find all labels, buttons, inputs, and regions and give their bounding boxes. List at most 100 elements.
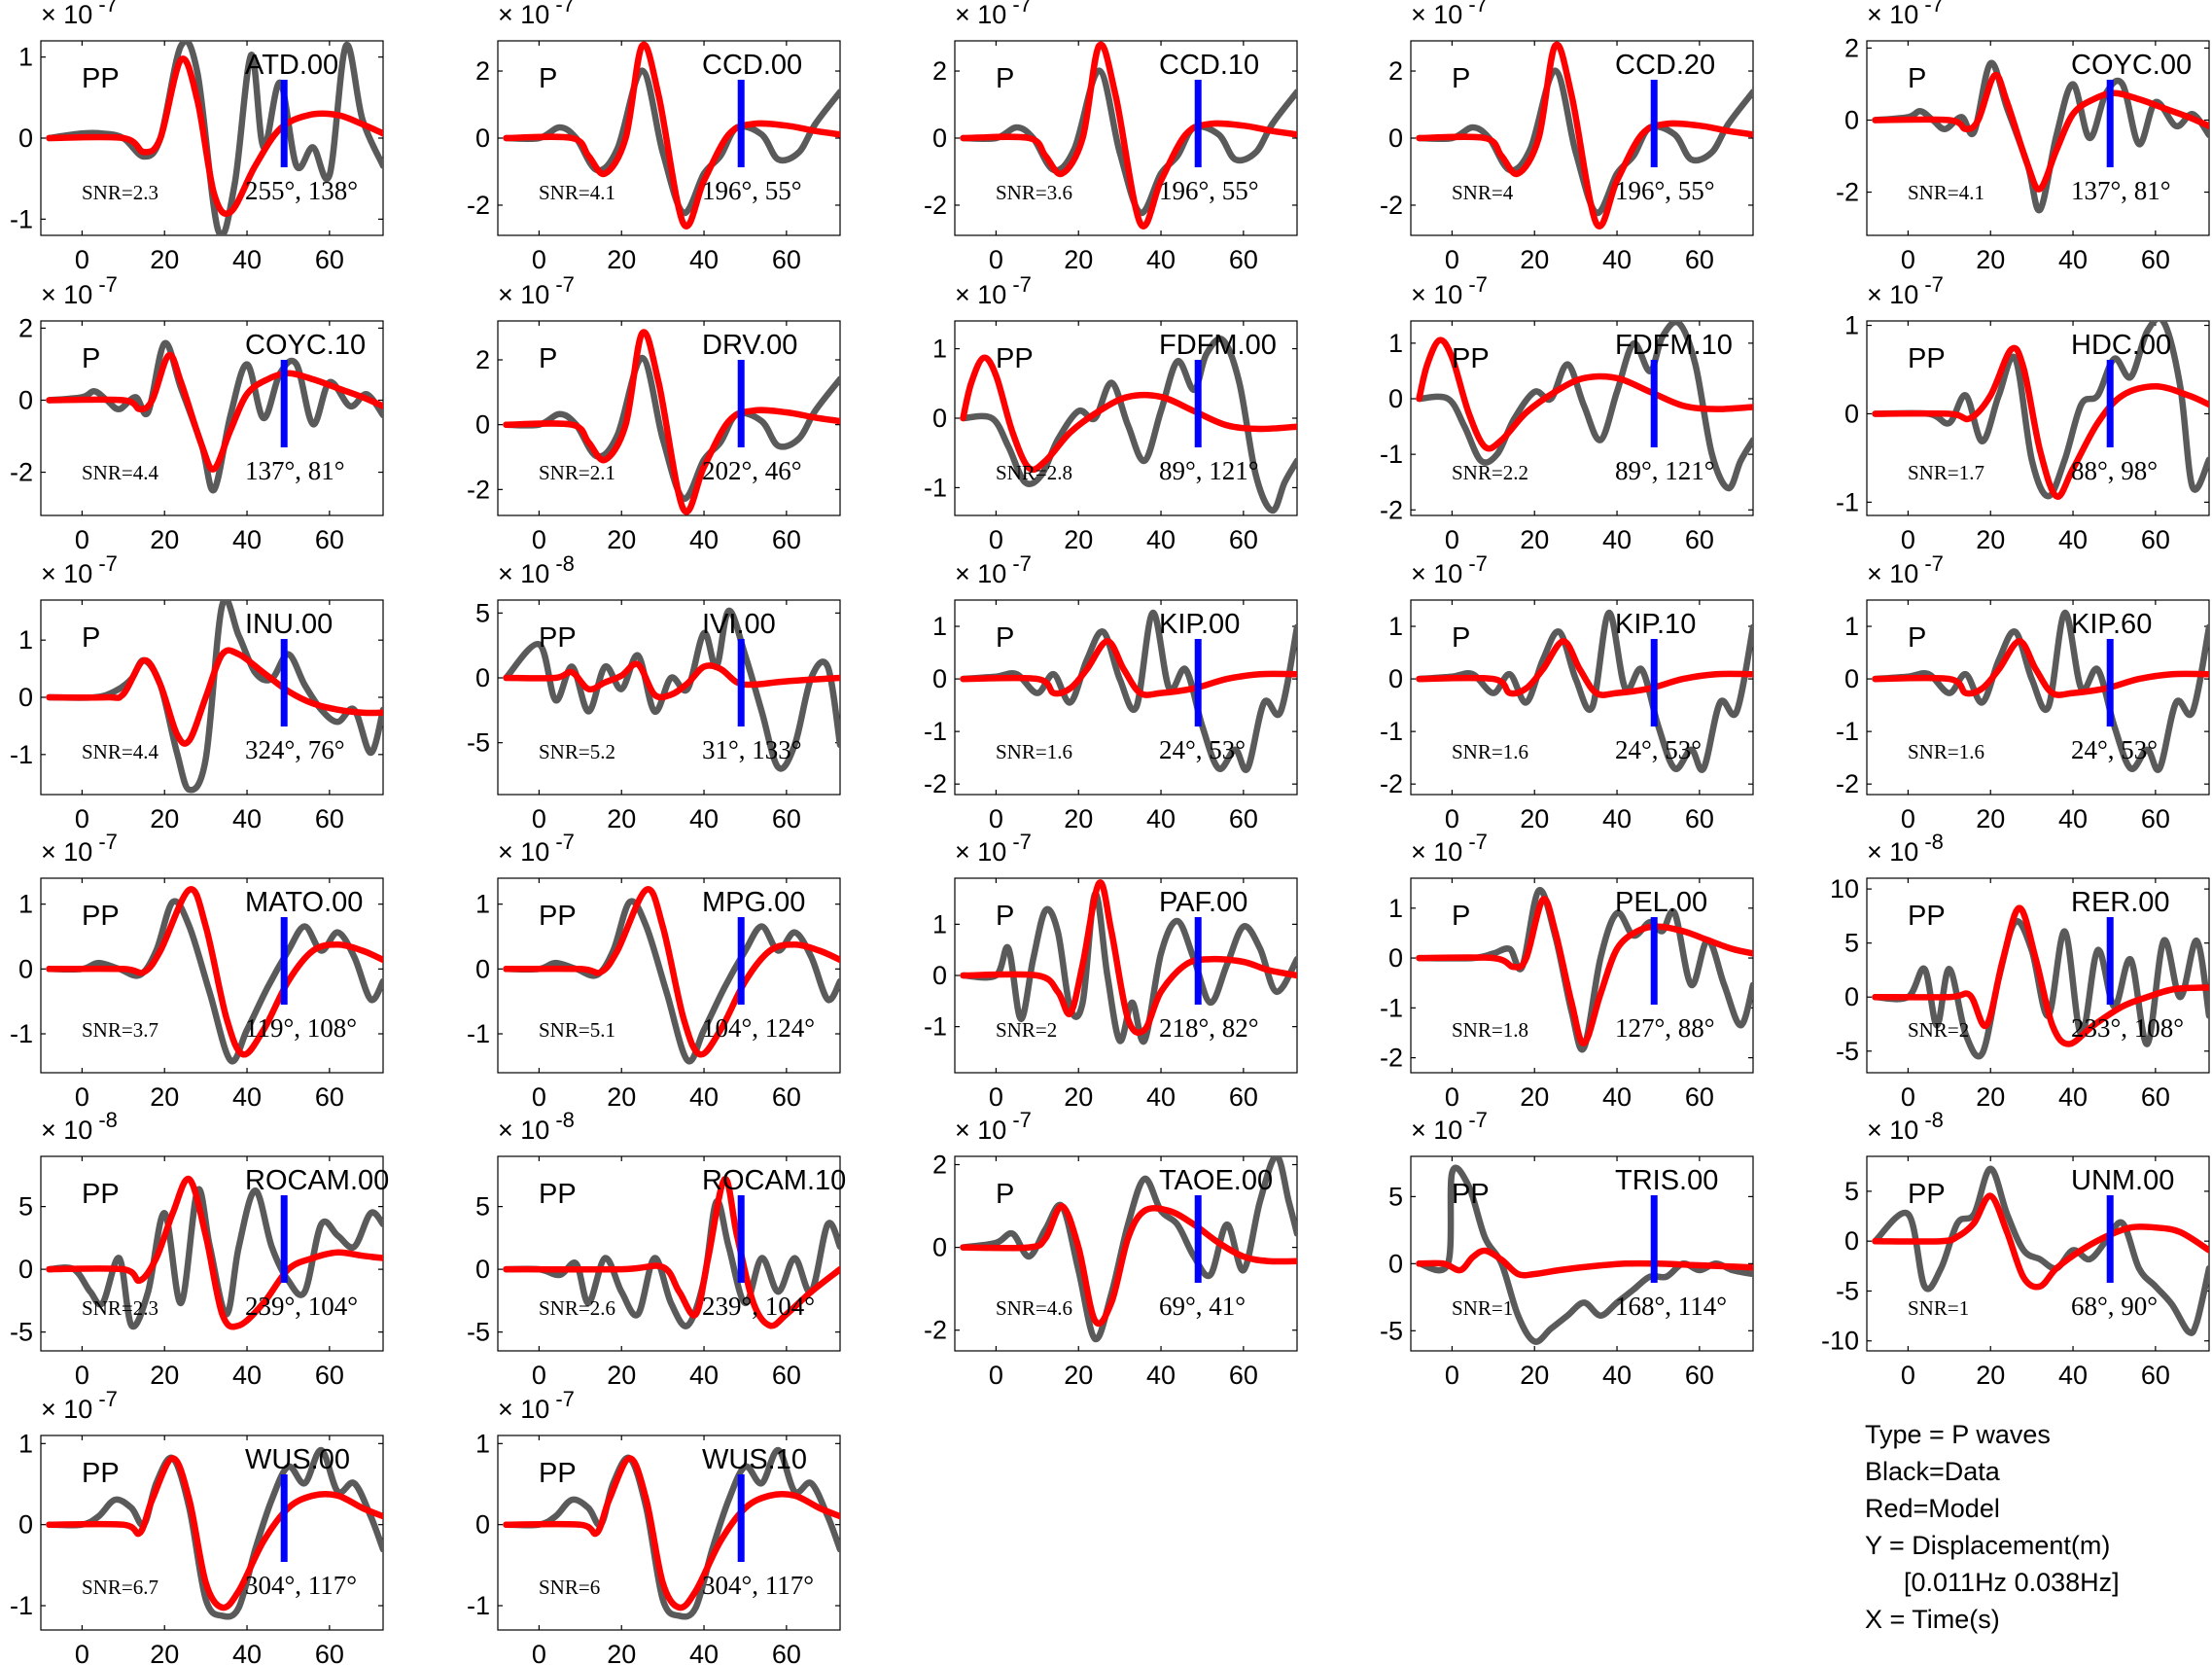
model-trace [960,638,1297,698]
model-trace [46,886,383,1058]
station-label: PAF.00 [1159,887,1247,918]
model-trace [1872,1192,2209,1291]
x-tick-label: 60 [772,804,801,833]
y-tick-label: 0 [932,404,947,433]
snr-label: SNR=1.8 [1452,1018,1528,1042]
y-tick-label: 5 [18,1192,33,1222]
station-label: ATD.00 [245,50,338,81]
legend-band: [0.011Hz 0.038Hz] [1904,1568,2120,1597]
y-tick-label: 5 [1844,1177,1859,1206]
y-tick-label: 5 [475,1192,490,1222]
y-tick-label: 0 [18,954,33,983]
x-tick-label: 40 [1146,1361,1176,1390]
y-tick-label: -1 [924,1012,947,1042]
x-tick-label: 0 [1445,1361,1459,1390]
x-tick-label: 60 [2141,1082,2170,1112]
y-tick-label: -1 [467,1019,490,1048]
y-tick-label: 1 [18,1429,33,1458]
phase-label: PP [1452,343,1490,374]
y-exponent: × 10 -7 [41,272,118,309]
azimuth-label: 24°, 53° [1159,735,1246,764]
y-tick-label: 0 [475,410,490,440]
x-tick-label: 40 [1146,525,1176,554]
y-tick-label: 2 [1844,33,1859,62]
y-tick-label: -2 [924,1316,947,1345]
data-trace [503,1198,840,1329]
phase-label: P [539,63,557,94]
snr-label: SNR=2 [1908,1018,1969,1042]
y-tick-label: 2 [475,345,490,374]
azimuth-label: 304°, 117° [702,1571,814,1600]
y-tick-label: -5 [1836,1276,1859,1305]
y-tick-label: -1 [10,1591,33,1620]
snr-label: SNR=5.2 [539,740,615,763]
azimuth-label: 239°, 104° [245,1292,358,1321]
y-exponent: × 10 -7 [1867,0,1944,29]
panel-FDFM.00: 0 20 40 60 1 0 -1 × 10 -7 PP FDFM.00 SNR=2.8 89°, 12… [924,272,1298,554]
x-tick-label: 0 [1901,525,1915,554]
x-tick-label: 0 [1901,1361,1915,1390]
station-label: CCD.00 [702,50,802,81]
y-tick-label: 1 [18,43,33,72]
y-exponent: × 10 -7 [1411,0,1488,29]
y-exponent: × 10 -7 [41,1387,118,1424]
phase-label: PP [996,343,1034,374]
x-tick-label: 0 [989,804,1003,833]
x-tick-label: 20 [1064,1082,1093,1112]
snr-label: SNR=4.1 [539,181,615,204]
x-tick-label: 0 [75,525,89,554]
x-tick-label: 20 [607,245,636,274]
station-label: CCD.20 [1615,50,1715,81]
x-tick-label: 20 [607,525,636,554]
snr-label: SNR=4.6 [996,1296,1072,1320]
axes-box [1410,599,1754,796]
axes-box [40,1155,384,1352]
panel-TRIS.00: 0 20 40 60 5 0 -5 × 10 -7 PP TRIS.00 SNR=1 168°, 114… [1380,1108,1754,1390]
y-tick-label: 0 [475,1510,490,1540]
x-tick-label: 0 [1445,525,1459,554]
y-tick-label: 0 [1844,664,1859,693]
y-tick-label: -1 [924,717,947,746]
panel-INU.00: 0 20 40 60 1 0 -1 × 10 -7 P INU.00 SNR=4.4 324°, 76° [10,551,384,833]
x-tick-label: 40 [2058,525,2088,554]
x-tick-label: 0 [989,1361,1003,1390]
axes-box [954,1155,1298,1352]
panel-MATO.00: 0 20 40 60 1 0 -1 × 10 -7 PP MATO.00 SNR=3.7 119°, 1… [10,830,384,1112]
model-trace [46,55,383,217]
phase-label: P [996,63,1014,94]
y-tick-label: 2 [475,56,490,86]
x-tick-label: 60 [1229,525,1258,554]
snr-label: SNR=1 [1452,1296,1513,1320]
model-trace [1416,337,1753,452]
azimuth-label: 89°, 121° [1615,456,1715,485]
model-trace [503,1176,840,1329]
axes-box [1410,877,1754,1074]
panel-WUS.00: 0 20 40 60 1 0 -1 × 10 -7 PP WUS.00 SNR=6.7 304°, 11… [10,1387,384,1665]
panel-MPG.00: 0 20 40 60 1 0 -1 × 10 -7 PP MPG.00 SNR=5.1 104°, 12… [467,830,841,1112]
y-tick-label: -2 [1836,178,1859,207]
x-tick-label: 60 [2141,1361,2170,1390]
azimuth-label: 196°, 55° [1159,176,1259,205]
panel-ROCAM.00: 0 20 40 60 5 0 -5 × 10 -8 PP ROCAM.00 SNR=2.3 239°, … [10,1108,389,1390]
phase-label: PP [1452,1179,1490,1210]
x-tick-label: 40 [1146,804,1176,833]
phase-label: P [996,901,1014,932]
x-tick-label: 20 [150,1361,179,1390]
y-tick-label: 1 [932,909,947,939]
x-tick-label: 40 [689,525,719,554]
phase-label: PP [539,1458,577,1489]
x-tick-label: 20 [1520,525,1549,554]
y-tick-label: 0 [1388,1249,1403,1278]
data-trace [960,609,1297,773]
panel-KIP.00: 0 20 40 60 1 0 -1 -2 × 10 -7 P KIP.00 SNR=1.6 24°, 53… [924,551,1298,833]
y-tick-label: -2 [1380,769,1403,798]
axes-box [1866,599,2210,796]
x-tick-label: 40 [1602,245,1632,274]
x-tick-label: 40 [1146,245,1176,274]
x-tick-label: 40 [232,1640,262,1665]
x-tick-label: 40 [1146,1082,1176,1112]
y-exponent: × 10 -7 [498,1387,575,1424]
x-tick-label: 60 [315,804,344,833]
x-tick-label: 0 [532,1082,546,1112]
